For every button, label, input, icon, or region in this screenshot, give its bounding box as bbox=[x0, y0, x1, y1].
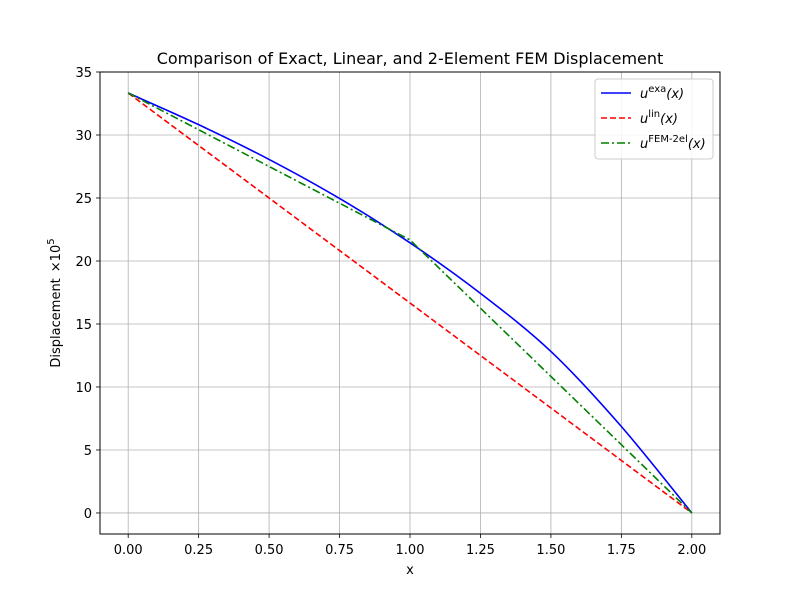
y-axis-label-main: Displacement bbox=[49, 278, 64, 367]
legend-label-base: u bbox=[640, 137, 648, 152]
x-tick-label: 0.50 bbox=[255, 543, 284, 558]
legend-label-argument: (x) bbox=[660, 112, 678, 127]
legend-label-argument: (x) bbox=[666, 87, 684, 102]
series-layer bbox=[127, 92, 693, 514]
ticks: 0.00 0.25 0.50 0.75 1.00 1.25 1.50 1.75 2.00 0 5 10… bbox=[75, 66, 706, 558]
y-tick-label: 25 bbox=[75, 192, 92, 207]
y-axis-label-scale: ×10 bbox=[49, 245, 64, 272]
y-tick-label: 15 bbox=[75, 318, 92, 333]
legend: uexa(x)ulin(x)uFEM-2el(x) bbox=[594, 78, 714, 160]
y-tick-label: 5 bbox=[84, 444, 92, 459]
legend-label-superscript: exa bbox=[648, 84, 666, 95]
legend-label-superscript: FEM-2el bbox=[648, 134, 688, 145]
legend-box bbox=[594, 78, 714, 160]
x-tick-label: 1.00 bbox=[396, 543, 425, 558]
x-tick-label: 0.00 bbox=[114, 543, 143, 558]
y-tick-label: 10 bbox=[75, 381, 92, 396]
chart-title: Comparison of Exact, Linear, and 2-Eleme… bbox=[157, 49, 664, 68]
y-tick-label: 35 bbox=[75, 66, 92, 81]
x-tick-label: 0.25 bbox=[184, 543, 213, 558]
series-line-fem-2el bbox=[127, 92, 693, 514]
y-axis-label: Displacement ×105 bbox=[46, 238, 64, 367]
y-tick-label: 0 bbox=[84, 507, 92, 522]
y-tick-label: 30 bbox=[75, 129, 92, 144]
legend-label-lin: ulin(x) bbox=[640, 109, 678, 127]
x-tick-label: 1.75 bbox=[607, 543, 636, 558]
x-tick-label: 2.00 bbox=[677, 543, 706, 558]
x-axis-label: x bbox=[406, 563, 414, 578]
x-tick-label: 1.25 bbox=[466, 543, 495, 558]
legend-label-argument: (x) bbox=[688, 137, 706, 152]
x-tick-label: 0.75 bbox=[325, 543, 354, 558]
legend-label-fem-2el: uFEM-2el(x) bbox=[640, 134, 706, 152]
legend-label-base: u bbox=[640, 87, 648, 102]
x-tick-label: 1.50 bbox=[536, 543, 565, 558]
y-axis-label-exponent: 5 bbox=[46, 238, 57, 244]
legend-label-exa: uexa(x) bbox=[640, 84, 684, 102]
legend-label-base: u bbox=[640, 112, 648, 127]
series-line-lin bbox=[127, 92, 693, 514]
legend-label-superscript: lin bbox=[648, 109, 660, 120]
y-tick-label: 20 bbox=[75, 255, 92, 270]
